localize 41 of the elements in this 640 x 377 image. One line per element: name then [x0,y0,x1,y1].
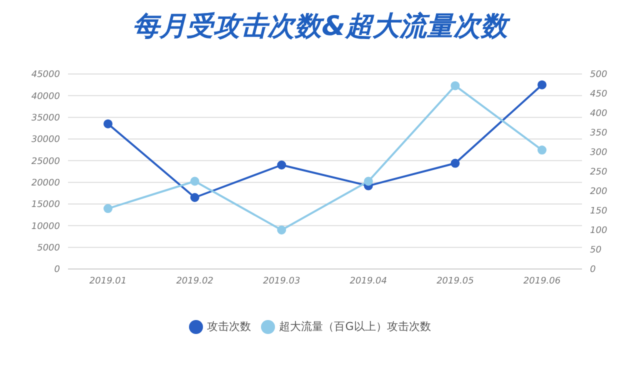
legend-label: 攻击次数 [207,320,252,333]
y-tick-label: 30000 [31,135,60,146]
y2-tick-label: 0 [590,265,596,276]
point [190,176,200,186]
point [450,81,460,90]
point [277,226,286,234]
y2-tick-label: 100 [590,226,608,236]
x-tick-label: 2019.06 [523,276,561,286]
x-tick-label: 2019.03 [262,276,300,286]
y2-tick-label: 300 [590,148,608,158]
point [364,176,373,186]
point [104,119,112,128]
y-tick-label: 40000 [31,92,60,102]
x-tick-label: 2019.04 [350,276,388,286]
point [450,158,460,168]
x-tick-label: 2019.05 [436,276,474,286]
chart-title: 每月受攻击次数&超大流量次数 [132,10,512,44]
y-tick-label: 20000 [31,178,60,189]
point [190,193,200,202]
legend-label: 超大流量（百G以上）攻击次数 [279,320,431,333]
y-tick-label: 35000 [31,114,60,124]
y2-tick-label: 350 [590,128,608,139]
point [538,80,546,90]
point [538,146,546,155]
y-tick-label: 45000 [31,70,60,80]
y-tick-label: 10000 [31,222,60,232]
y2-tick-label: 450 [590,90,608,100]
y-tick-label: 0 [54,265,60,276]
x-tick-label: 2019.02 [176,276,214,286]
y2-tick-label: 500 [590,70,608,80]
y-tick-label: 15000 [31,200,60,210]
y2-tick-label: 200 [590,187,608,198]
y2-tick-label: 400 [590,109,608,120]
point [104,204,112,214]
y-tick-label: 5000 [37,244,60,254]
y-tick-label: 25000 [31,156,60,167]
y2-tick-label: 250 [590,168,608,178]
x-tick-label: 2019.01 [89,276,127,286]
y2-tick-label: 150 [590,206,608,217]
y2-tick-label: 50 [590,246,602,256]
point [277,160,286,170]
